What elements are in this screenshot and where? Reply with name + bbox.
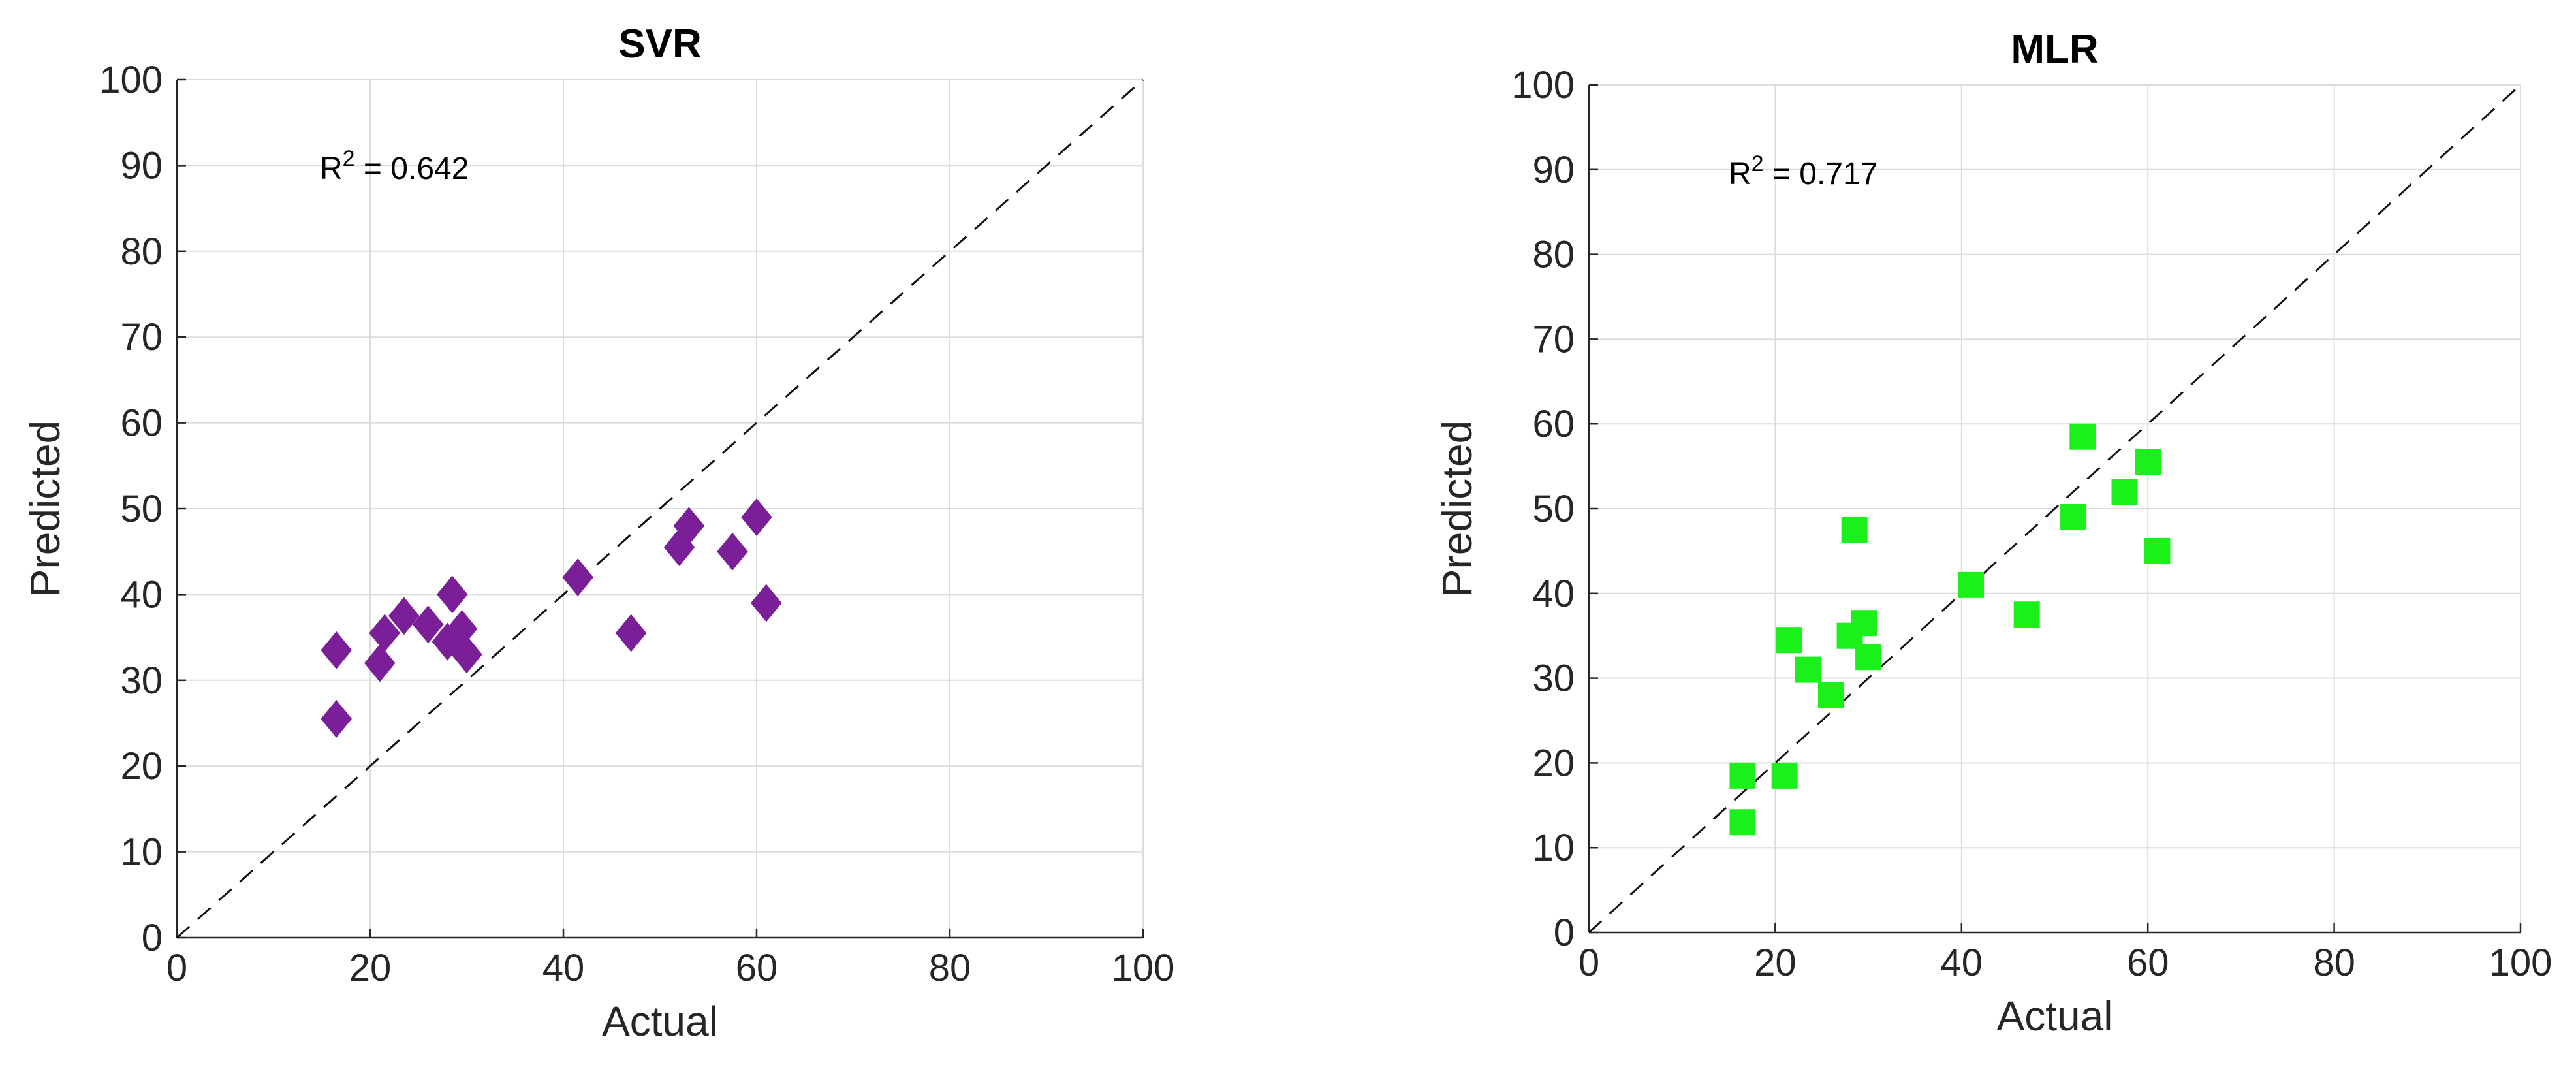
y-tick-label: 30 — [1532, 658, 1575, 700]
x-tick-label: 100 — [2489, 942, 2552, 984]
y-axis-label: Predicted — [1434, 421, 1481, 597]
mlr-point — [1841, 517, 1868, 543]
svr-point — [413, 605, 444, 644]
y-tick-label: 30 — [120, 660, 163, 702]
mlr-point — [1855, 644, 1882, 671]
markers — [1729, 423, 2171, 836]
identity-line — [1588, 84, 2522, 934]
y-axis-label: Predicted — [22, 421, 69, 597]
x-tick-label: 40 — [1941, 942, 1983, 984]
mlr-point — [1776, 627, 1802, 654]
y-tick-label: 70 — [120, 316, 163, 358]
mlr-point — [1795, 656, 1821, 683]
svr-point — [321, 699, 352, 738]
y-tick-label: 80 — [120, 230, 163, 273]
y-tick-label: 10 — [1532, 827, 1575, 869]
svr-point — [741, 498, 772, 537]
y-tick-label: 50 — [1532, 488, 1575, 530]
y-tick-label: 60 — [1532, 403, 1575, 445]
y-tick-label: 100 — [99, 59, 163, 101]
x-tick-label: 60 — [2127, 942, 2169, 984]
svr-point — [562, 558, 593, 597]
mlr-point — [2060, 503, 2087, 530]
x-axis-label: Actual — [602, 998, 718, 1045]
y-tick-label: 60 — [120, 402, 163, 445]
chart-title: MLR — [2011, 27, 2098, 72]
mlr-point — [2144, 537, 2171, 564]
mlr-point — [2111, 479, 2138, 505]
mlr-point — [1729, 762, 1756, 789]
y-tick-label: 40 — [120, 573, 163, 616]
y-tick-label: 70 — [1532, 318, 1575, 360]
y-tick-label: 90 — [120, 144, 163, 187]
mlr-point — [1771, 762, 1798, 789]
mlr-point — [2069, 423, 2096, 450]
x-tick-label: 0 — [1579, 942, 1599, 984]
x-tick-label: 0 — [166, 947, 187, 989]
mlr-panel: 0 20 40 60 80 100 0 10 20 30 40 50 60 70 80 90 100 MLR Act… — [1434, 27, 2552, 1040]
mlr-point — [1958, 571, 1985, 598]
x-tick-label: 20 — [1754, 942, 1797, 984]
chart-title: SVR — [618, 22, 701, 67]
svr-point — [364, 644, 396, 682]
svr-point — [751, 584, 782, 622]
r-squared-annotation: R2 = 0.717 — [1729, 151, 1877, 191]
y-tick-label: 0 — [142, 917, 163, 959]
y-tick-label: 50 — [120, 488, 163, 530]
y-tick-label: 20 — [1532, 742, 1575, 784]
y-tick-label: 100 — [1511, 64, 1575, 106]
y-tick-label: 90 — [1532, 149, 1575, 191]
identity-line — [176, 78, 1144, 939]
x-tick-label: 80 — [929, 947, 971, 989]
x-tick-label: 80 — [2313, 942, 2355, 984]
markers — [321, 498, 782, 738]
x-tick-label: 20 — [349, 947, 392, 989]
svr-point — [717, 532, 748, 571]
y-tick-label: 80 — [1532, 234, 1575, 276]
svr-point — [437, 575, 468, 614]
svr-point — [673, 507, 705, 545]
y-tick-label: 10 — [120, 831, 163, 874]
svr-point — [615, 614, 647, 652]
mlr-point — [1850, 610, 1877, 637]
mlr-point — [2135, 449, 2161, 475]
svr-point — [388, 597, 420, 635]
mlr-point — [1818, 682, 1845, 708]
y-tick-label: 40 — [1532, 573, 1575, 615]
x-tick-label: 100 — [1112, 947, 1175, 989]
mlr-point — [1729, 809, 1756, 836]
svr-point — [321, 631, 352, 669]
mlr-point — [2013, 601, 2040, 628]
x-tick-label: 40 — [542, 947, 585, 989]
y-tick-label: 0 — [1554, 912, 1575, 954]
r-squared-annotation: R2 = 0.642 — [320, 146, 469, 186]
y-tick-label: 20 — [120, 745, 163, 787]
x-tick-label: 60 — [736, 947, 778, 989]
x-axis-label: Actual — [1997, 993, 2113, 1040]
svr-point — [446, 609, 478, 648]
svr-point — [369, 614, 400, 652]
svr-panel: 0 20 40 60 80 100 0 10 20 30 40 50 60 70 80 90 100 SVR Act… — [22, 22, 1174, 1045]
svr-point — [451, 635, 482, 674]
